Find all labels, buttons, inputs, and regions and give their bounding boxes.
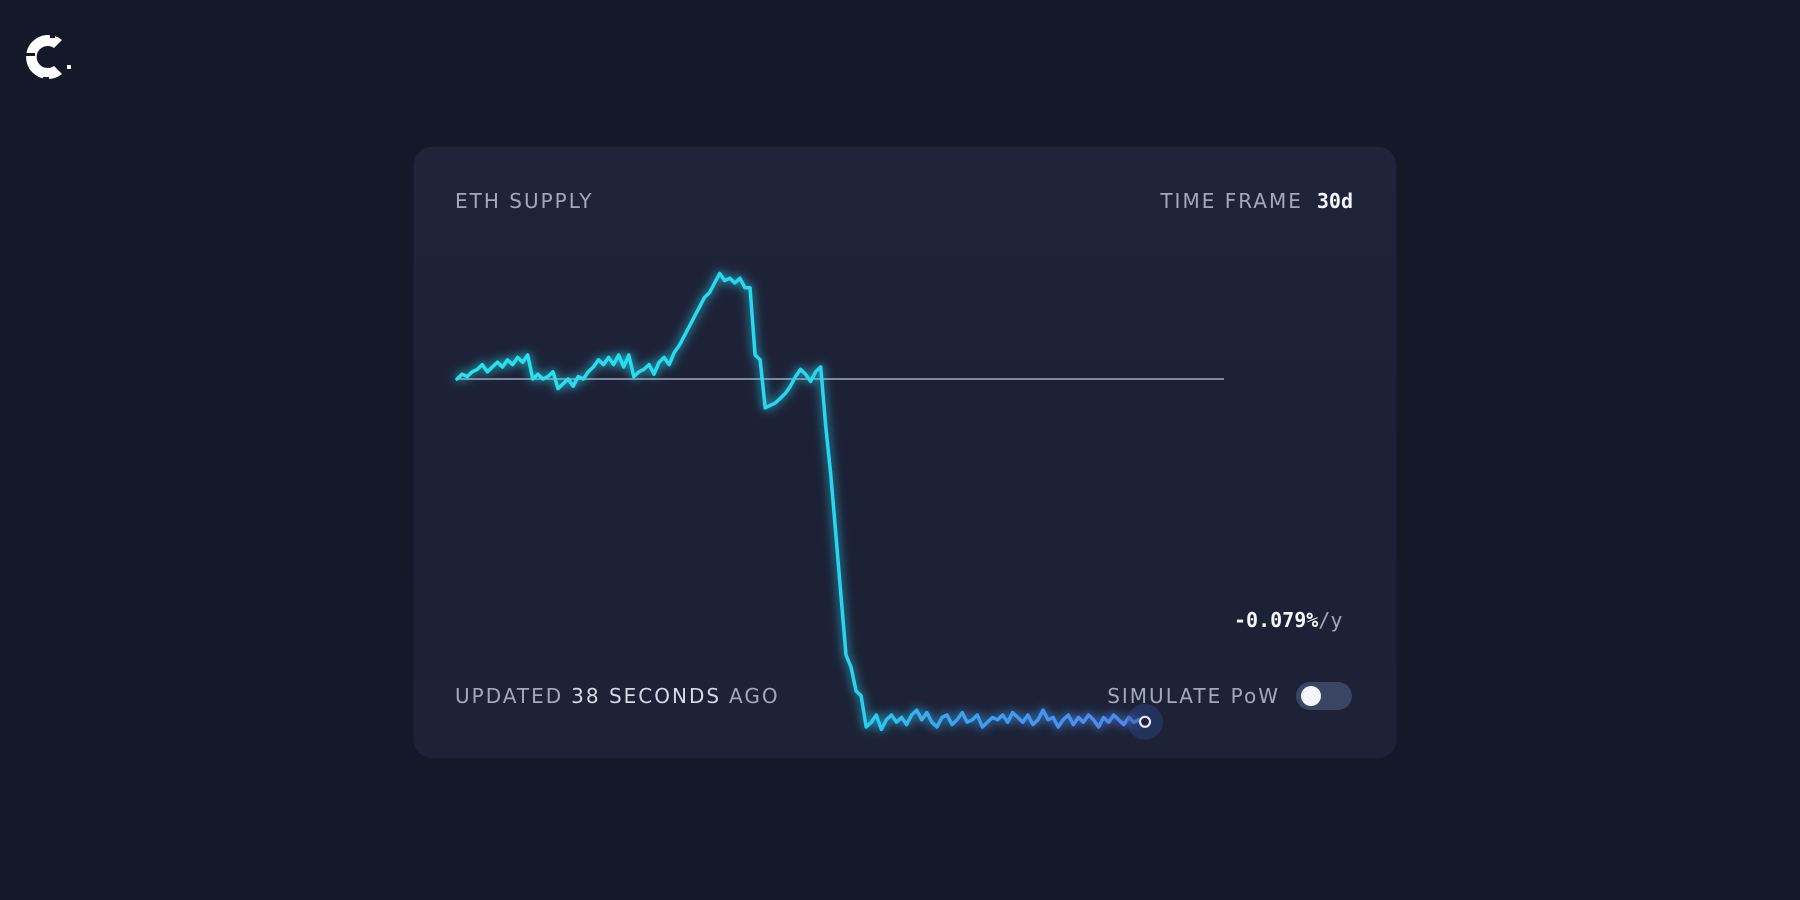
- time-frame-label: TIME FRAME: [1160, 189, 1303, 213]
- updated-prefix: UPDATED: [455, 684, 564, 708]
- supply-series-line: [455, 271, 1141, 732]
- updated-status: UPDATED 38 SECONDS AGO: [455, 684, 780, 708]
- c-logo-icon[interactable]: [18, 28, 76, 86]
- supply-chart: [455, 271, 1224, 740]
- toggle-knob: [1301, 686, 1321, 706]
- time-frame-value[interactable]: 30d: [1316, 189, 1353, 213]
- eth-supply-card: ETH SUPPLY TIME FRAME 30d -: [414, 147, 1396, 758]
- card-title: ETH SUPPLY: [455, 189, 594, 213]
- rate-value: -0.079%: [1234, 608, 1319, 632]
- rate-unit: /y: [1318, 608, 1343, 632]
- updated-suffix: AGO: [729, 684, 780, 708]
- end-point-marker: [1138, 715, 1152, 728]
- simulate-pow-toggle[interactable]: [1296, 682, 1352, 710]
- supply-rate: -0.079% /y: [1234, 608, 1342, 632]
- updated-value: 38 SECONDS: [571, 684, 722, 708]
- time-frame-control[interactable]: TIME FRAME 30d: [1160, 189, 1353, 213]
- simulate-pow-label: SIMULATE PoW: [1107, 684, 1280, 708]
- simulate-pow-control[interactable]: SIMULATE PoW: [1107, 682, 1352, 710]
